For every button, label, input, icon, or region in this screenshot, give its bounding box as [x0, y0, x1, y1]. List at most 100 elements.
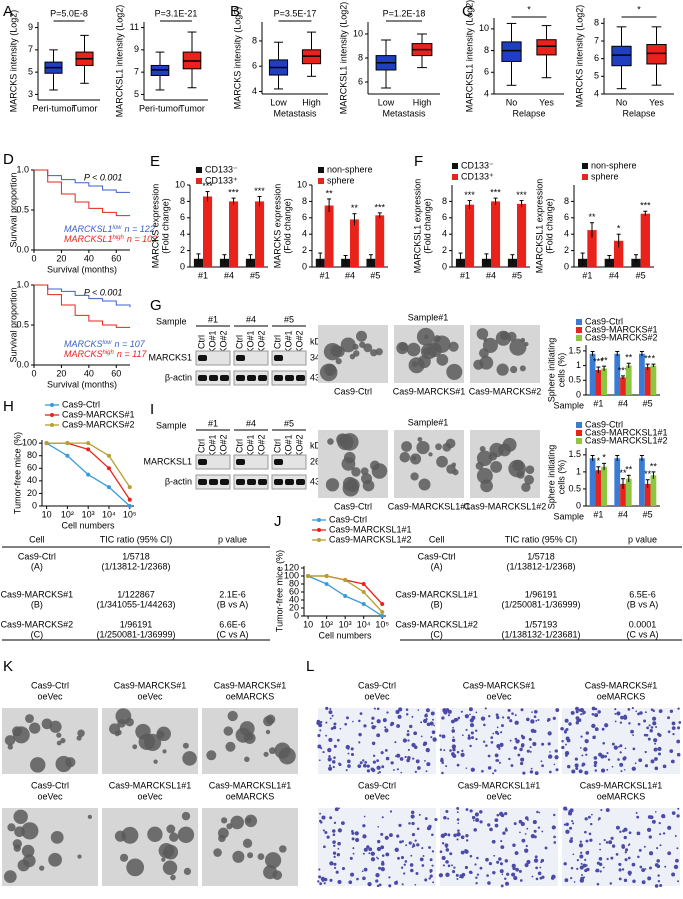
sphere	[340, 433, 359, 451]
sphere	[422, 347, 431, 356]
cell	[533, 829, 537, 833]
y-axis-label: MARCKSL1 intensity (Log2)	[464, 0, 474, 112]
sphere	[371, 463, 388, 479]
cell	[509, 739, 512, 742]
cell	[414, 770, 417, 774]
lane-label: KO#2	[218, 330, 228, 353]
cell	[465, 728, 468, 731]
cell	[447, 817, 450, 820]
cell	[410, 814, 415, 819]
cell	[530, 728, 535, 733]
y-tick-label: 6	[442, 212, 447, 222]
cell	[394, 741, 397, 744]
y-tick-label: 2	[564, 245, 569, 255]
cell	[416, 843, 420, 847]
image-caption: Cas9-MARCKSL1#1	[388, 501, 471, 511]
cell	[596, 882, 600, 886]
cell	[450, 719, 455, 724]
cell	[530, 767, 533, 770]
sphere	[401, 441, 412, 452]
cell	[504, 828, 508, 832]
sphere	[524, 474, 534, 485]
cell	[378, 866, 382, 870]
cell	[398, 823, 402, 827]
panel-label: D	[3, 151, 14, 168]
cell	[544, 846, 548, 850]
cell	[451, 738, 456, 743]
cell	[443, 710, 448, 715]
sphere	[356, 330, 367, 342]
cell	[347, 764, 351, 768]
cell	[617, 758, 620, 761]
cell	[337, 828, 342, 833]
bar	[601, 466, 607, 506]
lane-label: KO#1	[207, 330, 217, 353]
significance: **	[650, 461, 658, 471]
cell	[518, 869, 522, 873]
sphere	[416, 327, 435, 346]
point	[127, 497, 132, 502]
cell	[662, 764, 667, 769]
row-label: MARCKS1	[148, 352, 192, 362]
cell	[613, 745, 618, 750]
cell	[631, 766, 636, 771]
cell	[514, 714, 517, 717]
y-axis-label: Survival proportion	[8, 172, 18, 247]
cell	[631, 862, 636, 867]
cell	[584, 858, 587, 861]
cell	[589, 822, 593, 826]
image-caption: Cas9-MARCKS#1	[214, 680, 287, 690]
cell	[630, 729, 634, 734]
cell	[410, 868, 414, 873]
cell	[533, 835, 537, 839]
count: n = 122	[125, 224, 155, 234]
x-tick-label: #5	[370, 270, 380, 280]
table-cell: Cas9-MARCKSL1#1	[395, 589, 478, 599]
cell	[378, 770, 381, 774]
panel-label: C	[462, 3, 473, 20]
x-tick-label: Tumor	[179, 103, 205, 113]
cell	[407, 748, 410, 751]
cell	[634, 762, 637, 765]
cell	[380, 832, 384, 836]
cell	[428, 846, 431, 849]
legend-swatch	[576, 327, 582, 333]
cell	[413, 745, 418, 750]
cell	[470, 731, 474, 735]
cell	[338, 762, 342, 767]
gene: MARCKSL1	[64, 224, 113, 234]
image-caption: oeVec	[37, 791, 63, 801]
cell	[520, 757, 525, 762]
cell	[657, 874, 660, 877]
y-tick-label: 0	[576, 389, 581, 399]
y-tick-label: 8	[180, 196, 185, 206]
cell	[652, 721, 657, 726]
table-cell: Cas9-MARCKSL1#2	[395, 619, 478, 629]
cell	[398, 707, 403, 712]
legend-label: CD133⁺	[205, 175, 238, 185]
cell	[576, 719, 579, 723]
panel-label: B	[230, 3, 240, 20]
legend-swatch	[318, 178, 324, 184]
cell	[428, 877, 431, 880]
cell	[594, 769, 598, 772]
cell	[425, 708, 430, 713]
sphere	[279, 845, 287, 853]
sphere	[351, 467, 361, 477]
cell	[380, 751, 384, 755]
x-tick-label: High	[302, 97, 321, 107]
cell	[656, 847, 659, 850]
cell	[367, 882, 372, 887]
cell	[425, 747, 430, 753]
cell	[502, 831, 506, 835]
cell	[566, 764, 571, 769]
cell	[510, 764, 514, 767]
cell	[657, 880, 661, 883]
x-tick-label: #5	[250, 270, 260, 280]
cell	[333, 855, 336, 859]
y-tick-label: 60	[289, 586, 299, 596]
cell	[440, 758, 444, 763]
cell	[511, 872, 516, 877]
sphere	[408, 357, 425, 374]
cell	[564, 718, 569, 723]
